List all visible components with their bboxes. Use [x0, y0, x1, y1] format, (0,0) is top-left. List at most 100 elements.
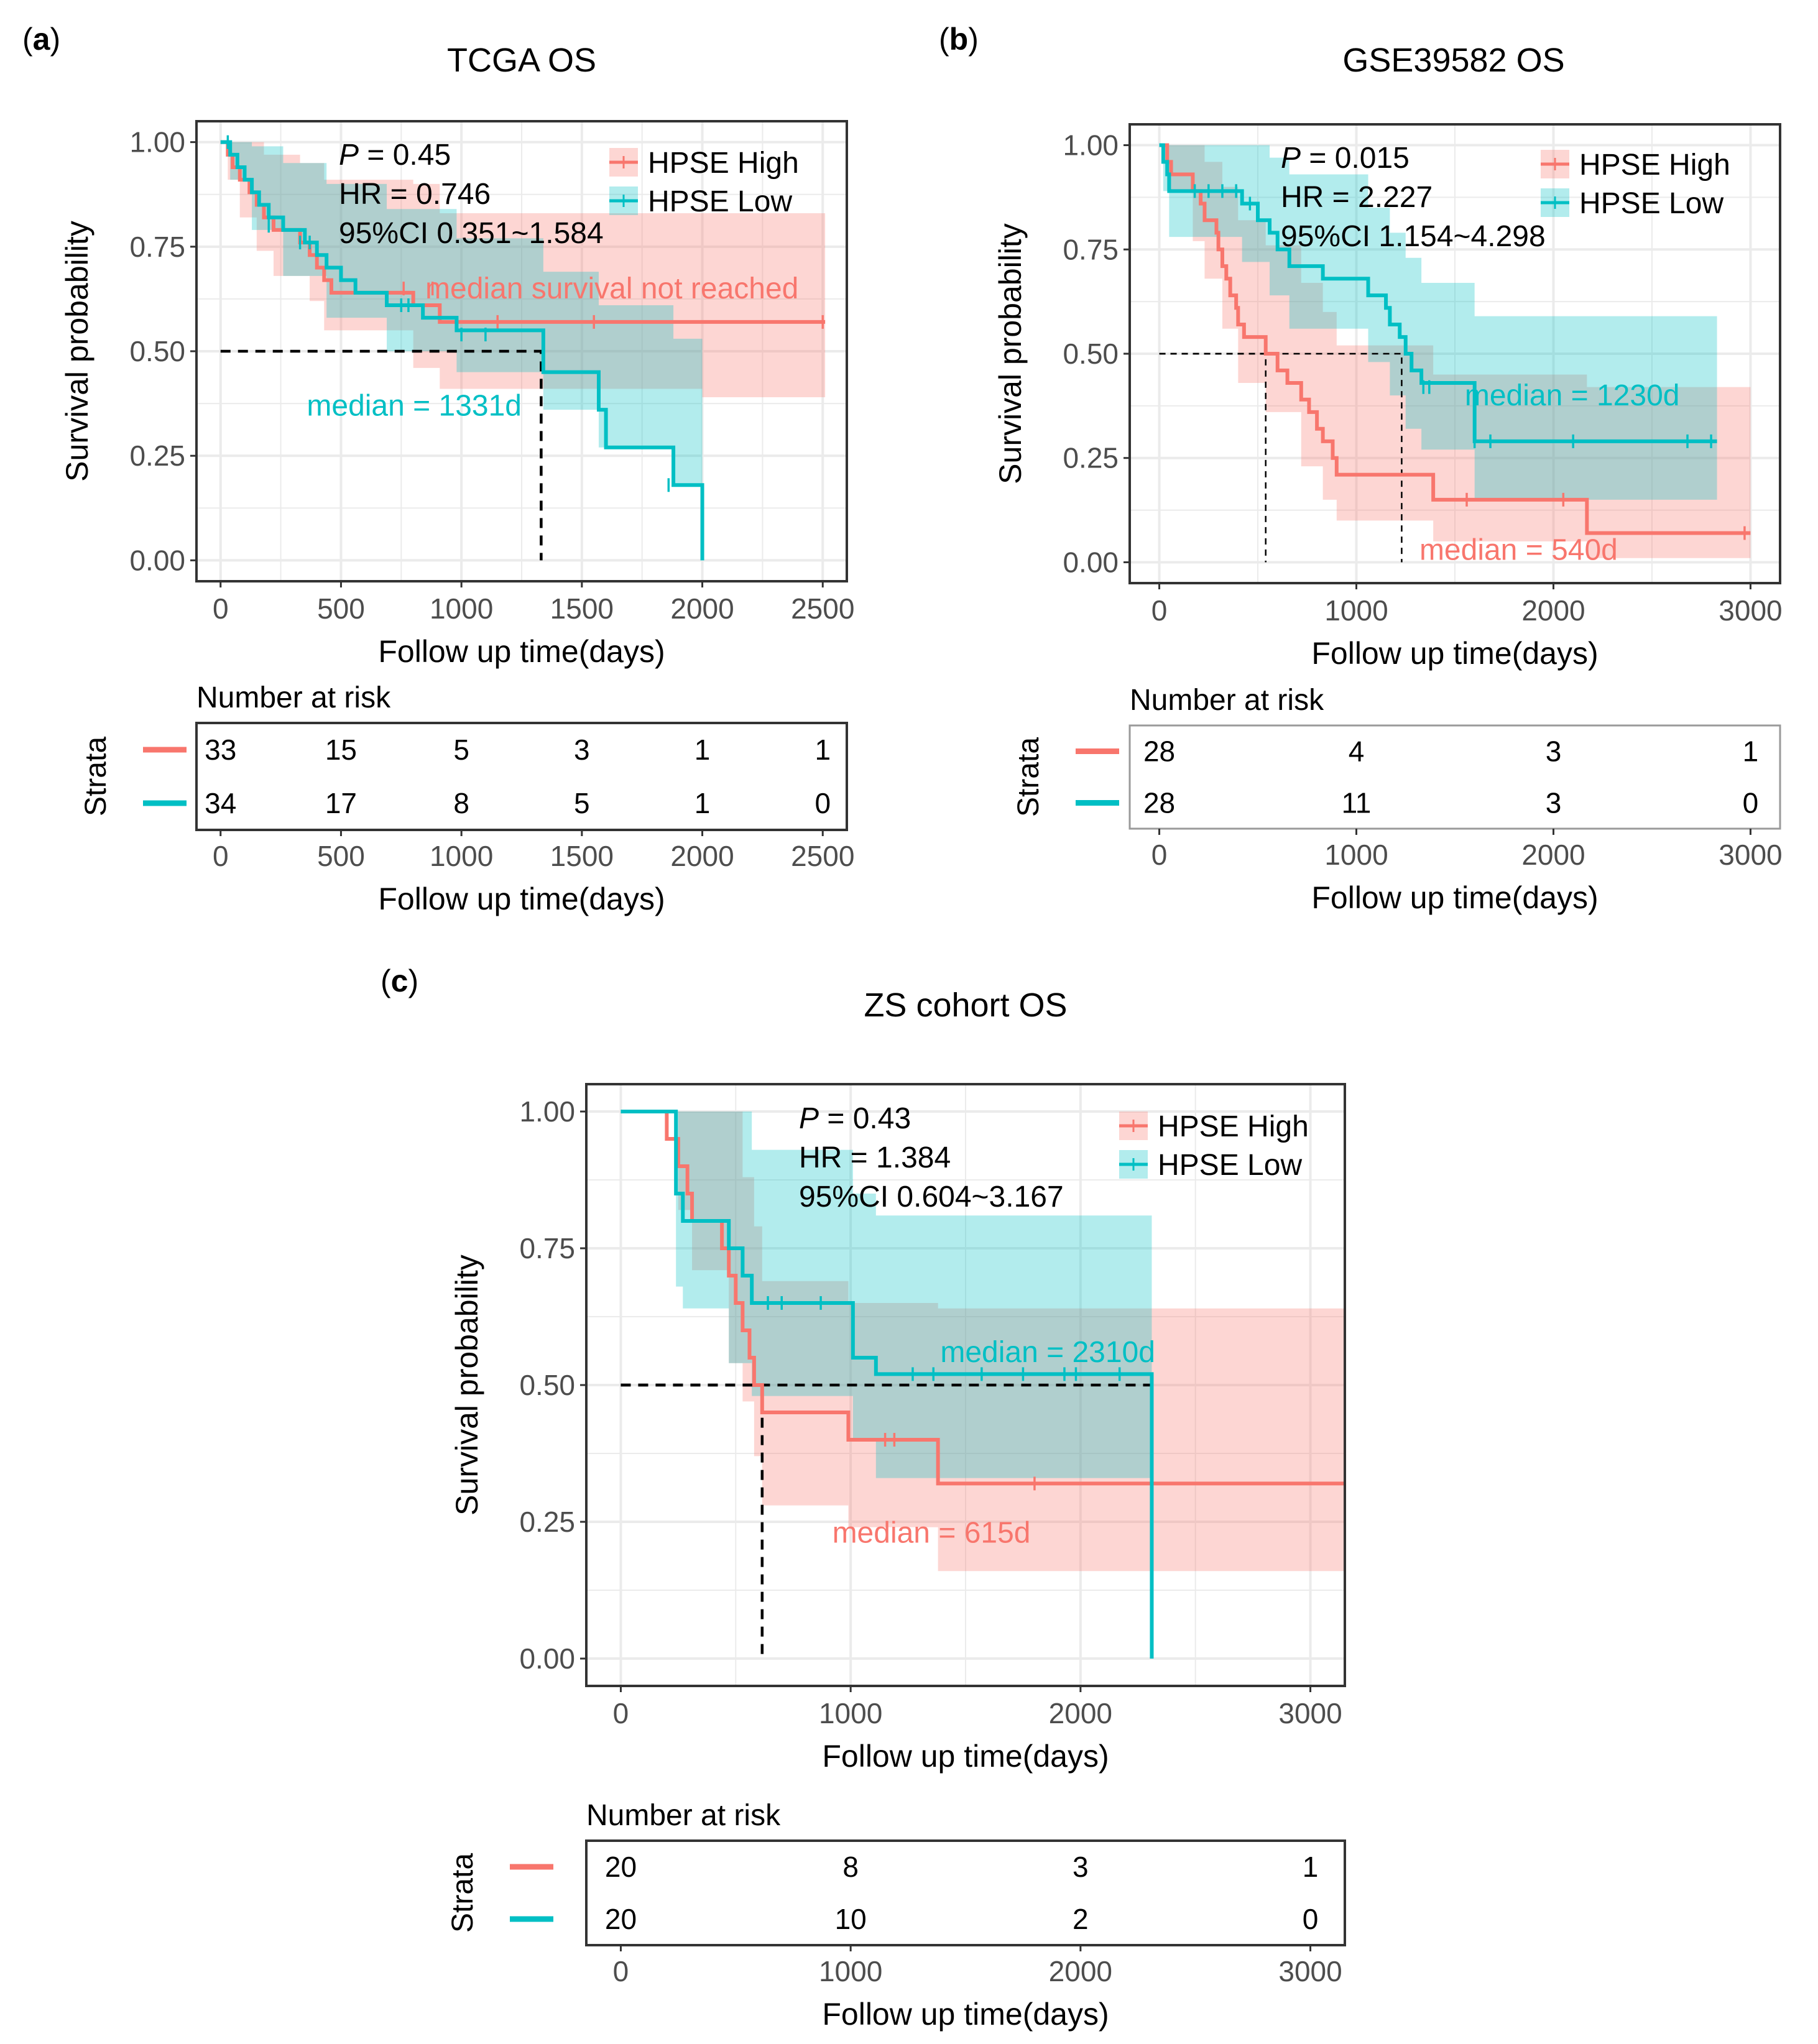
risk-count-low: 5 [574, 787, 590, 819]
x-tick-label: 2000 [1521, 594, 1585, 627]
y-tick-label: 0.50 [519, 1369, 575, 1401]
y-tick-label: 0.00 [1063, 546, 1119, 578]
risk-count-low: 10 [835, 1903, 867, 1935]
x-axis-label-c: Follow up time(days) [822, 1739, 1109, 1774]
risk-x-tick-label: 0 [1151, 839, 1168, 871]
y-tick-label: 0.00 [519, 1642, 575, 1675]
risk-count-high: 3 [574, 734, 590, 766]
y-axis-label-a: Survival probability [60, 221, 95, 482]
gridlines-b [1130, 124, 1780, 583]
risk-x-tick-label: 1000 [1324, 839, 1388, 871]
risk-count-high: 4 [1349, 735, 1365, 768]
ci-band-high-c [621, 1112, 1345, 1572]
p-value-c: P = 0.43 [799, 1102, 911, 1135]
risk-x-tick-label: 1500 [550, 840, 614, 872]
median-annotation-a-0: median survival not reached [425, 272, 798, 305]
risk-table-frame-c [585, 1839, 1346, 1946]
risk-x-tick-label: 0 [613, 1955, 629, 1987]
risk-x-tick-label: 2000 [1049, 1955, 1112, 1987]
x-tick-label: 1000 [430, 592, 493, 625]
y-tick-label: 1.00 [519, 1095, 575, 1128]
x-tick-label: 2000 [1049, 1697, 1112, 1729]
confidence-interval-c: 95%CI 0.604~3.167 [799, 1181, 1064, 1213]
km-curve-high-b [1159, 143, 1751, 535]
risk-count-high: 1 [814, 734, 831, 766]
risk-count-low: 3 [1546, 787, 1562, 819]
ci-band-low-b [1159, 145, 1717, 500]
x-axis-label-b: Follow up time(days) [1311, 636, 1598, 671]
legend-label-low: HPSE Low [1579, 187, 1723, 220]
risk-x-axis-label-a: Follow up time(days) [378, 882, 665, 916]
x-tick-label: 2500 [791, 592, 854, 625]
risk-count-high: 8 [842, 1851, 859, 1883]
panel-a: (a)TCGA OS0.000.250.500.751.000 500 1000 15… [22, 22, 854, 916]
risk-count-high: 5 [453, 734, 469, 766]
risk-table-title-a: Number at risk [196, 681, 391, 714]
strata-label-c: Strata [446, 1853, 479, 1933]
median-annotation-a-1: median = 1331d [307, 389, 522, 422]
y-axis-label-c: Survival probability [450, 1254, 484, 1516]
x-tick-label: 1000 [819, 1697, 882, 1729]
risk-x-tick-label: 2500 [791, 840, 854, 872]
legend-label-high: HPSE High [648, 147, 799, 180]
risk-x-tick-label: 1000 [430, 840, 493, 872]
strata-label-a: Strata [80, 737, 113, 816]
chart-title-b: GSE39582 OS [1342, 42, 1564, 79]
risk-count-low: 0 [814, 787, 831, 819]
p-value-a: P = 0.45 [339, 139, 451, 172]
risk-count-low: 17 [325, 787, 357, 819]
ci-band-high-a [220, 142, 826, 398]
confidence-interval-a: 95%CI 0.351~1.584 [339, 217, 604, 250]
y-tick-label: 1.00 [129, 126, 185, 159]
median-annotation-b-0: median = 1230d [1465, 379, 1680, 412]
risk-x-axis-label-b: Follow up time(days) [1311, 880, 1598, 915]
legend-a: HPSE High HPSE Low [609, 147, 799, 218]
risk-x-tick-label: 2000 [1521, 839, 1585, 871]
km-curve-high-c [621, 1110, 1345, 1486]
x-tick-label: 500 [317, 592, 365, 625]
risk-table-frame-a [195, 722, 848, 831]
x-tick-label: 2000 [670, 592, 734, 625]
y-tick-label: 0.75 [1063, 233, 1119, 265]
y-tick-label: 0.25 [519, 1506, 575, 1538]
risk-x-axis-label-c: Follow up time(days) [822, 1997, 1109, 2032]
panel-label-c: (c) [381, 964, 418, 998]
y-tick-label: 0.25 [129, 440, 185, 472]
hazard-ratio-a: HR = 0.746 [339, 178, 491, 211]
y-tick-label: 0.75 [129, 231, 185, 263]
panel-b: (b) GSE39582 OS 0.00 0.25 0.50 0.75 1.00 0 1000 2… [939, 22, 1783, 915]
km-curve-low-c [621, 1110, 1154, 1659]
panel-label-a: (a) [22, 22, 60, 57]
x-tick-label: 1000 [1324, 594, 1388, 627]
chart-title-c: ZS cohort OS [864, 987, 1067, 1024]
legend-b: HPSE High HPSE Low [1541, 149, 1730, 220]
median-annotation-c-1: median = 615d [833, 1517, 1031, 1550]
x-tick-label: 3000 [1278, 1697, 1342, 1729]
x-tick-label: 0 [1151, 594, 1168, 627]
risk-x-tick-label: 3000 [1719, 839, 1782, 871]
strata-label-b: Strata [1012, 737, 1045, 817]
risk-count-high: 15 [325, 734, 357, 766]
risk-table-frame-b [1128, 724, 1781, 830]
legend-label-high: HPSE High [1579, 149, 1730, 182]
confidence-interval-b: 95%CI 1.154~4.298 [1281, 220, 1546, 253]
risk-count-low: 0 [1303, 1903, 1319, 1935]
median-annotation-c-0: median = 2310d [940, 1336, 1155, 1369]
km-curve-low-a [220, 140, 704, 561]
risk-count-low: 34 [205, 787, 236, 819]
p-value-b: P = 0.015 [1281, 142, 1410, 175]
x-tick-label: 0 [613, 1697, 629, 1729]
median-line-b-1 [1159, 352, 1403, 563]
km-curve-low-b [1159, 143, 1717, 443]
panel-c: (c)ZS cohort OS0.000.250.500.751.000 1000… [381, 964, 1346, 2032]
x-axis-label-a: Follow up time(days) [378, 634, 665, 669]
risk-count-low: 2 [1073, 1903, 1089, 1935]
risk-count-low: 0 [1743, 787, 1759, 819]
y-tick-label: 1.00 [1063, 129, 1119, 162]
median-annotation-b-1: median = 540d [1419, 533, 1618, 566]
risk-count-high: 1 [694, 734, 711, 766]
risk-count-high: 3 [1073, 1851, 1089, 1883]
y-tick-label: 0.50 [1063, 338, 1119, 370]
y-tick-label: 0.25 [1063, 442, 1119, 474]
risk-x-tick-label: 3000 [1278, 1955, 1342, 1987]
